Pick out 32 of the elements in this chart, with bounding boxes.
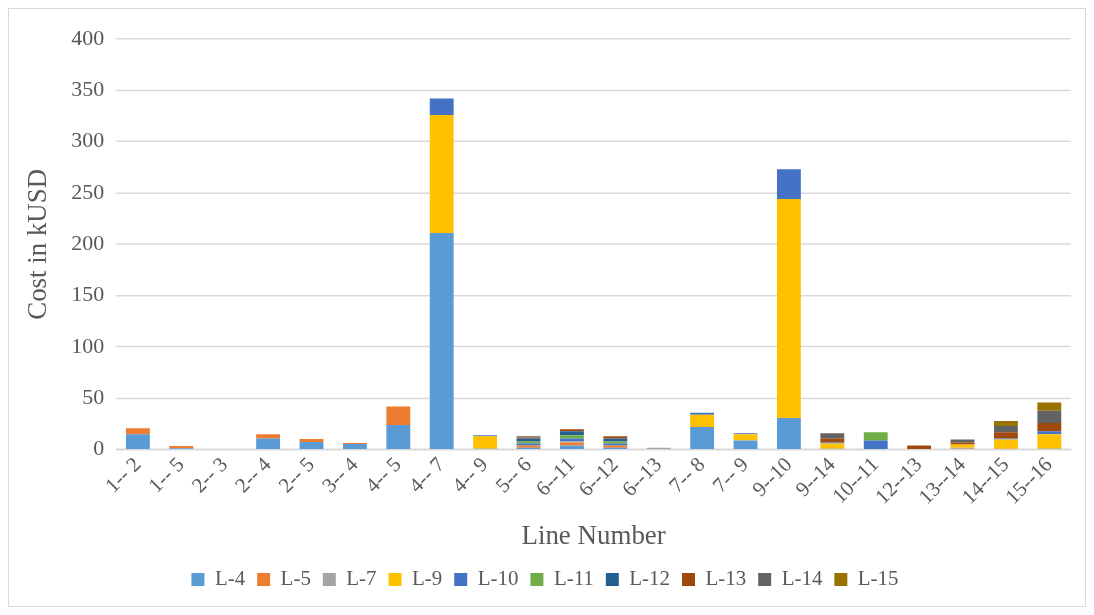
- legend-label: L-13: [705, 566, 747, 591]
- y-tick-label: 150: [71, 281, 105, 307]
- legend-label: L-14: [781, 566, 823, 591]
- y-tick-label: 350: [71, 76, 105, 102]
- x-tick-label: 7-- 8: [664, 452, 710, 498]
- y-tick-label: 0: [93, 435, 105, 461]
- x-axis-title: Line Number: [521, 520, 666, 551]
- x-tick-label: 1-- 5: [143, 452, 189, 498]
- legend-label: L-10: [477, 566, 519, 591]
- legend-label: L-5: [280, 566, 311, 591]
- x-tick-label: 4-- 9: [447, 452, 493, 498]
- y-tick-label: 300: [71, 127, 105, 153]
- x-tick-label: 4-- 5: [360, 452, 406, 498]
- x-tick-label: 2-- 3: [186, 452, 233, 498]
- x-tick-label: 4-- 7: [403, 452, 450, 498]
- legend-label: L-12: [629, 566, 671, 591]
- legend-label: L-4: [214, 566, 246, 591]
- y-tick-label: 200: [71, 230, 105, 256]
- legend-label: L-11: [553, 566, 594, 591]
- x-tick-label: 2-- 4: [230, 451, 276, 498]
- x-tick-label: 2-- 5: [273, 452, 319, 498]
- y-tick-label: 400: [71, 24, 105, 50]
- legend-label: L-7: [346, 566, 377, 591]
- y-tick-label: 250: [71, 178, 105, 204]
- y-tick-label: 100: [71, 332, 105, 358]
- x-tick-label: 7-- 9: [707, 452, 753, 498]
- x-tick-label: 3-- 4: [316, 451, 363, 498]
- legend-label: L-15: [857, 566, 899, 591]
- y-tick-label: 50: [82, 384, 105, 410]
- legend-label: L-9: [412, 566, 443, 591]
- x-tick-label: 5-- 6: [490, 452, 536, 498]
- y-axis-title: Cost in kUSD: [22, 168, 53, 320]
